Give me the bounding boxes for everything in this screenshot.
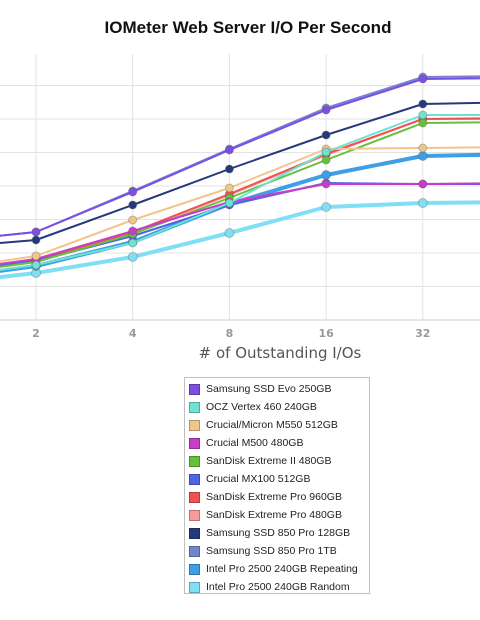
legend-item[interactable]: Crucial M500 480GB (189, 434, 369, 452)
legend-item[interactable]: Samsung SSD 850 Pro 128GB (189, 524, 369, 542)
legend-item[interactable]: SanDisk Extreme II 480GB (189, 452, 369, 470)
legend-label: SanDisk Extreme II 480GB (206, 455, 332, 467)
data-point (127, 252, 138, 262)
data-point (418, 99, 428, 109)
legend-item[interactable]: Crucial MX100 512GB (189, 470, 369, 488)
x-tick-label: 2 (32, 327, 40, 340)
series-line (0, 117, 480, 266)
plot-area: 2 4 8 16 32 (0, 54, 480, 340)
data-point (128, 215, 138, 225)
legend-label: Samsung SSD 850 Pro 1TB (206, 545, 337, 557)
legend-label: Intel Pro 2500 240GB Random (206, 581, 350, 593)
x-tick-label: 16 (318, 327, 334, 340)
data-point (321, 179, 331, 189)
series-lines (0, 72, 480, 280)
x-tick-label: 8 (226, 327, 234, 340)
data-point (321, 130, 331, 140)
data-point (224, 228, 235, 238)
data-point (417, 151, 428, 161)
data-point (128, 200, 138, 210)
legend-swatch (189, 563, 200, 575)
data-point (418, 74, 428, 84)
legend-swatch (189, 491, 200, 503)
legend-swatch (189, 401, 200, 413)
data-point (321, 105, 331, 115)
legend-item[interactable]: SanDisk Extreme Pro 480GB (189, 506, 369, 524)
legend-swatch (189, 455, 200, 467)
legend-label: Intel Pro 2500 240GB Repeating (206, 563, 358, 575)
legend-swatch (189, 437, 200, 449)
legend-label: Crucial M500 480GB (206, 437, 304, 449)
data-point (321, 202, 332, 212)
data-point (417, 198, 428, 208)
legend: Samsung SSD Evo 250GB OCZ Vertex 460 240G… (184, 377, 370, 594)
legend-item[interactable]: Intel Pro 2500 240GB Repeating (189, 560, 369, 578)
series-line (0, 114, 480, 271)
legend-label: SanDisk Extreme Pro 480GB (206, 509, 342, 521)
chart-title: IOMeter Web Server I/O Per Second (104, 18, 392, 37)
grid-lines (0, 54, 480, 321)
data-point (224, 183, 234, 193)
data-point (128, 226, 138, 236)
data-point (418, 143, 428, 153)
legend-item[interactable]: Crucial/Micron M550 512GB (189, 416, 369, 434)
legend-swatch (189, 383, 200, 395)
legend-swatch (189, 509, 200, 521)
data-point (321, 147, 331, 157)
data-point (128, 187, 138, 197)
legend-swatch (189, 473, 200, 485)
legend-label: Samsung SSD Evo 250GB (206, 383, 332, 395)
data-point (31, 235, 41, 245)
legend-label: Samsung SSD 850 Pro 128GB (206, 527, 351, 539)
legend-item[interactable]: Samsung SSD 850 Pro 1TB (189, 542, 369, 560)
data-point (418, 110, 428, 120)
data-point (128, 238, 138, 248)
legend-label: Crucial/Micron M550 512GB (206, 419, 338, 431)
data-point (31, 251, 41, 261)
data-point (418, 179, 428, 189)
x-tick-labels: 2 4 8 16 32 (32, 327, 430, 340)
legend-item[interactable]: Samsung SSD Evo 250GB (189, 380, 369, 398)
legend-swatch (189, 527, 200, 539)
data-point (418, 118, 428, 128)
data-point (224, 198, 234, 208)
legend-item[interactable]: OCZ Vertex 460 240GB (189, 398, 369, 416)
data-point (31, 260, 41, 270)
legend-item[interactable]: SanDisk Extreme Pro 960GB (189, 488, 369, 506)
data-point (31, 227, 41, 237)
legend-label: OCZ Vertex 460 240GB (206, 401, 317, 413)
x-tick-label: 32 (415, 327, 430, 340)
x-tick-label: 4 (129, 327, 137, 340)
legend-swatch (189, 581, 200, 593)
x-axis-label: # of Outstanding I/Os (198, 344, 362, 362)
legend-swatch (189, 545, 200, 557)
legend-swatch (189, 419, 200, 431)
data-point (321, 155, 331, 165)
data-point (224, 145, 234, 155)
data-point (321, 170, 332, 180)
data-point (224, 164, 234, 174)
legend-label: Crucial MX100 512GB (206, 473, 311, 485)
legend-label: SanDisk Extreme Pro 960GB (206, 491, 342, 503)
legend-item[interactable]: Intel Pro 2500 240GB Random (189, 578, 369, 596)
